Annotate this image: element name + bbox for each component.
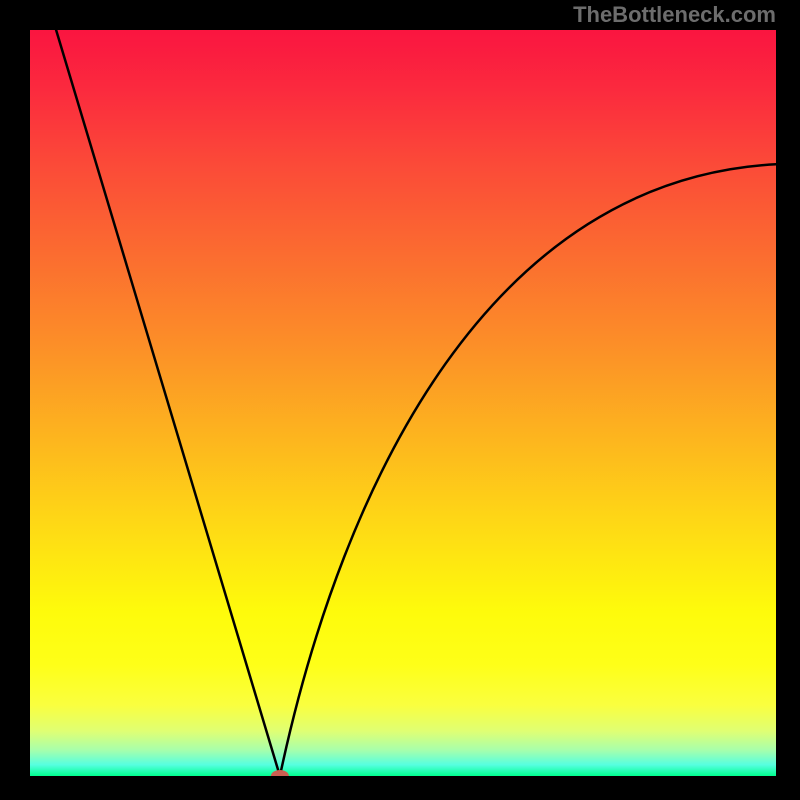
bottleneck-curve bbox=[52, 15, 776, 776]
watermark-text: TheBottleneck.com bbox=[573, 2, 776, 28]
curve-layer bbox=[0, 0, 800, 800]
optimal-point-marker bbox=[271, 770, 289, 782]
chart-container: TheBottleneck.com bbox=[0, 0, 800, 800]
